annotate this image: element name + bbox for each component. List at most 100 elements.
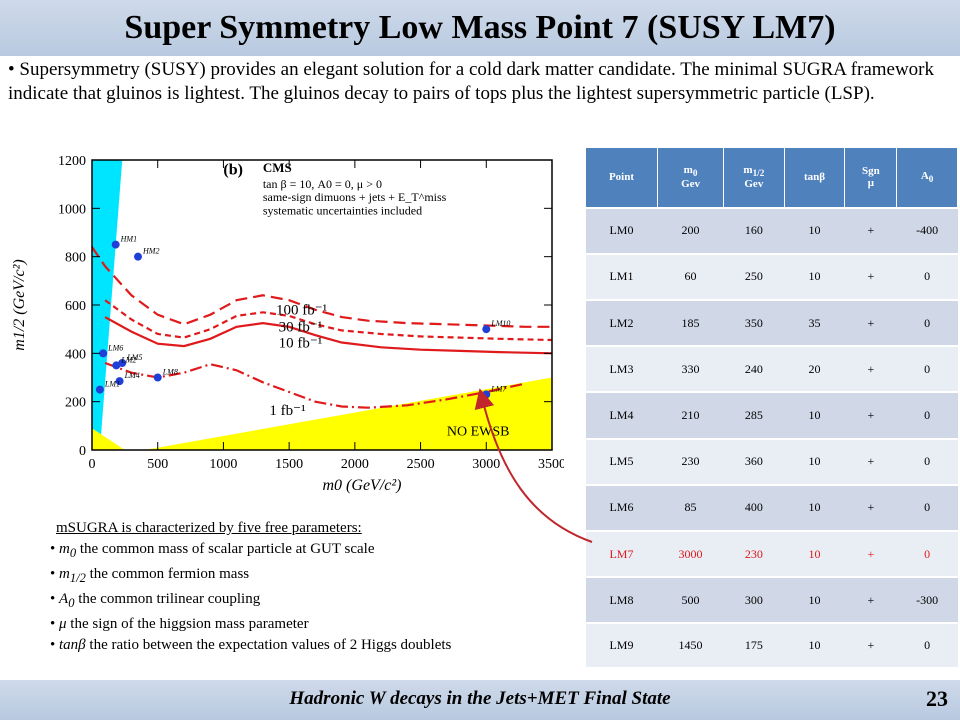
table-cell: + (844, 530, 897, 578)
table-cell: -300 (896, 576, 958, 624)
table-cell: 360 (723, 437, 785, 485)
parameters-list: m0 the common mass of scalar particle at… (50, 539, 570, 656)
table-cell: 400 (723, 483, 785, 532)
parameters-block: mSUGRA is characterized by five free par… (50, 518, 570, 656)
x-tick-label: 500 (147, 457, 168, 472)
table-cell: + (844, 206, 897, 254)
benchmark-label: LM2 (120, 355, 136, 364)
parameter-symbol: A0 (59, 591, 75, 610)
table-cell: LM8 (585, 576, 658, 624)
title-bar: Super Symmetry Low Mass Point 7 (SUSY LM… (0, 0, 960, 56)
table-row: LM5 230 360 10 +0 (585, 437, 958, 485)
legend-title: CMS (263, 160, 292, 175)
contour-line (104, 361, 526, 409)
contour-label: 30 fb⁻¹ (279, 320, 323, 336)
table-cell: 350 (723, 298, 785, 347)
table-cell: 0 (896, 252, 958, 300)
table-cell: 10 (784, 252, 845, 300)
y-tick-label: 800 (65, 251, 86, 266)
table-row: LM6 85 400 10 +0 (585, 483, 958, 532)
table-cell: 1450 (657, 622, 724, 667)
parameter-description: the ratio between the expectation values… (85, 637, 452, 653)
ewsb-label: NO EWSB (447, 425, 510, 440)
legend-entry: systematic uncertainties included (263, 203, 422, 217)
benchmark-label: LM5 (126, 353, 142, 362)
page-number: 23 (926, 686, 948, 711)
table-cell: 0 (896, 298, 958, 347)
table-cell: + (844, 391, 897, 439)
y-tick-label: 1000 (58, 202, 86, 217)
benchmark-point (482, 325, 491, 334)
lsp-region (92, 160, 123, 450)
table-cell: 10 (784, 206, 845, 254)
footer-text: Hadronic W decays in the Jets+MET Final … (289, 688, 671, 709)
benchmark-point (112, 361, 121, 370)
contour-line (104, 299, 553, 342)
y-tick-label: 200 (65, 396, 86, 411)
parameter-symbol: m1/2 (59, 566, 86, 585)
table-cell: 10 (784, 391, 845, 439)
benchmark-point (115, 377, 124, 386)
parameter-item: tanβ the ratio between the expectation v… (50, 635, 570, 656)
table-header-cell: m1/2 Gev (723, 147, 785, 208)
table-cell: + (844, 252, 897, 300)
table-row: LM3 330 240 20 +0 (585, 345, 958, 393)
parameter-item: A0 the common trilinear coupling (50, 589, 570, 614)
table-cell: 10 (784, 483, 845, 532)
benchmark-point (153, 373, 162, 382)
x-tick-label: 1500 (275, 457, 303, 472)
table-cell: LM2 (585, 298, 658, 347)
table-cell: 20 (784, 345, 845, 393)
table-cell: 10 (784, 437, 845, 485)
table-cell: LM9 (585, 622, 658, 667)
table-cell: 3000 (657, 530, 724, 578)
table-cell: 85 (657, 483, 724, 532)
points-table: Point m0 Gev m1/2 Gev tanβ Sgn μ A0 LM0 200 160 10 +… (585, 147, 958, 667)
x-tick-label: 2500 (407, 457, 435, 472)
table-header-cell: m0 Gev (656, 147, 725, 208)
parameter-description: the sign of the higgsion mass parameter (66, 616, 309, 632)
table-cell: 300 (723, 576, 785, 624)
table-cell: 330 (657, 345, 724, 393)
table-row: LM1 60 250 10 +0 (585, 252, 958, 300)
x-tick-label: 3000 (472, 457, 500, 472)
benchmark-label: LM1 (104, 380, 120, 389)
y-tick-label: 0 (79, 444, 86, 459)
ewsb-region-low (92, 428, 125, 450)
table-cell: 500 (657, 576, 724, 624)
table-cell: -400 (896, 206, 958, 254)
table-cell: LM3 (585, 345, 658, 393)
parameter-item: m1/2 the common fermion mass (50, 564, 570, 589)
table-row: LM9 1450 175 10 +0 (585, 622, 958, 667)
table-cell: LM7 (585, 530, 658, 578)
benchmark-point (111, 240, 120, 249)
table-cell: 0 (896, 437, 958, 485)
benchmark-point (134, 252, 142, 261)
table-cell: 185 (657, 298, 724, 347)
table-header-cell: A0 (896, 147, 958, 208)
footer-bar: Hadronic W decays in the Jets+MET Final … (0, 680, 960, 720)
table-cell: LM6 (585, 483, 658, 532)
legend-entry: tan β = 10, A0 = 0, μ > 0 (263, 177, 382, 191)
y-tick-label: 600 (65, 299, 86, 314)
benchmark-label: LM4 (124, 371, 140, 380)
table-cell: 10 (784, 622, 845, 667)
benchmark-label: LM8 (162, 368, 178, 377)
benchmark-label: LM7 (490, 384, 507, 393)
parameter-item: μ the sign of the higgsion mass paramete… (50, 614, 570, 635)
slide-title: Super Symmetry Low Mass Point 7 (SUSY LM… (124, 9, 836, 46)
table-cell: 230 (657, 437, 724, 485)
contour-line (91, 246, 552, 328)
table-cell: LM1 (585, 252, 658, 300)
table-cell: + (844, 345, 897, 393)
table-row: LM8 500 300 10 + -300 (585, 576, 958, 624)
contour-label: 1 fb⁻¹ (269, 403, 305, 419)
table-cell: LM0 (585, 206, 658, 254)
exclusion-plot: 100 fb⁻¹ 30 fb⁻¹ 10 fb⁻¹ 1 fb⁻¹ HM1 HM2 LM10 LM… (4, 89, 566, 510)
x-tick-label: 2000 (341, 457, 369, 472)
parameters-heading: mSUGRA is characterized by five free par… (56, 520, 362, 536)
table-cell: 0 (896, 530, 958, 578)
table-cell: 175 (723, 622, 785, 667)
parameter-item: m0 the common mass of scalar particle at… (50, 539, 570, 564)
table-header-cell: tanβ (783, 147, 846, 208)
